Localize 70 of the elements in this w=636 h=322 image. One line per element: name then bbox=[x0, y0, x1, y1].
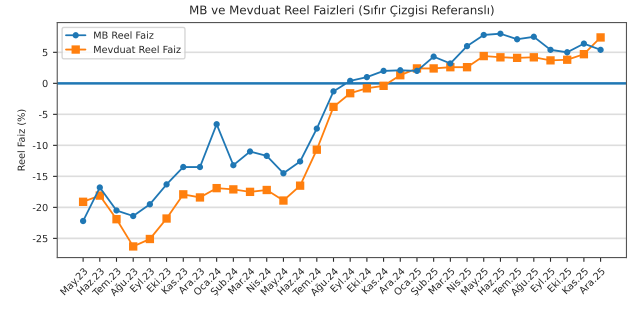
point bbox=[364, 74, 370, 80]
point bbox=[329, 102, 338, 112]
point bbox=[380, 68, 387, 74]
point bbox=[196, 193, 204, 202]
y-tick-label: 5 bbox=[42, 48, 48, 56]
point bbox=[580, 40, 588, 47]
point bbox=[296, 158, 304, 165]
point bbox=[430, 54, 437, 60]
point bbox=[96, 184, 103, 191]
point bbox=[397, 67, 404, 74]
point bbox=[429, 64, 438, 73]
y-tick-label: 0 bbox=[42, 80, 48, 88]
point bbox=[480, 52, 488, 60]
chart-title: MB ve Mevduat Reel Faizleri (Sıfır Çizgisi Referanslı) bbox=[190, 5, 494, 17]
y-tick-label: -10 bbox=[32, 142, 48, 150]
point bbox=[296, 181, 304, 190]
point bbox=[180, 164, 186, 170]
point bbox=[264, 152, 270, 160]
point bbox=[547, 46, 554, 53]
legend-label: Mevduat Reel Faiz bbox=[94, 46, 181, 54]
point bbox=[512, 54, 522, 62]
point bbox=[229, 185, 238, 194]
point bbox=[212, 184, 221, 192]
point bbox=[129, 242, 138, 251]
point bbox=[112, 214, 121, 224]
point bbox=[279, 196, 288, 205]
point bbox=[447, 60, 454, 67]
point bbox=[596, 33, 605, 42]
y-tick-label: -25 bbox=[32, 234, 48, 242]
point bbox=[346, 89, 354, 98]
point bbox=[580, 50, 588, 58]
point bbox=[113, 207, 120, 214]
point bbox=[146, 234, 154, 244]
point bbox=[130, 212, 136, 220]
point bbox=[464, 42, 470, 50]
point bbox=[564, 49, 570, 56]
y-tick-label: -15 bbox=[32, 172, 48, 180]
point bbox=[514, 36, 520, 42]
point bbox=[196, 164, 204, 170]
point bbox=[497, 30, 504, 37]
y-axis-title: Reel Faiz (%) bbox=[17, 110, 26, 170]
point bbox=[362, 84, 372, 92]
point bbox=[262, 186, 271, 194]
point bbox=[496, 53, 505, 62]
point bbox=[314, 125, 320, 132]
point bbox=[414, 68, 420, 74]
point bbox=[480, 32, 487, 38]
point bbox=[80, 218, 86, 224]
point bbox=[563, 56, 572, 64]
point bbox=[312, 146, 321, 154]
point bbox=[162, 214, 171, 223]
point bbox=[179, 190, 188, 199]
point bbox=[246, 148, 254, 155]
point bbox=[462, 63, 472, 72]
point bbox=[546, 56, 555, 65]
point bbox=[330, 88, 337, 95]
point bbox=[163, 181, 170, 188]
point bbox=[214, 121, 220, 128]
point bbox=[379, 82, 388, 90]
y-tick-label: -5 bbox=[38, 110, 48, 118]
legend-label: MB Reel Faiz bbox=[94, 31, 154, 39]
point bbox=[280, 170, 287, 176]
point bbox=[530, 53, 538, 62]
point bbox=[230, 162, 236, 168]
point bbox=[78, 198, 88, 206]
point bbox=[146, 201, 154, 208]
y-tick-label: -20 bbox=[32, 204, 48, 212]
point bbox=[597, 46, 604, 53]
point bbox=[246, 188, 254, 196]
point bbox=[530, 34, 537, 40]
